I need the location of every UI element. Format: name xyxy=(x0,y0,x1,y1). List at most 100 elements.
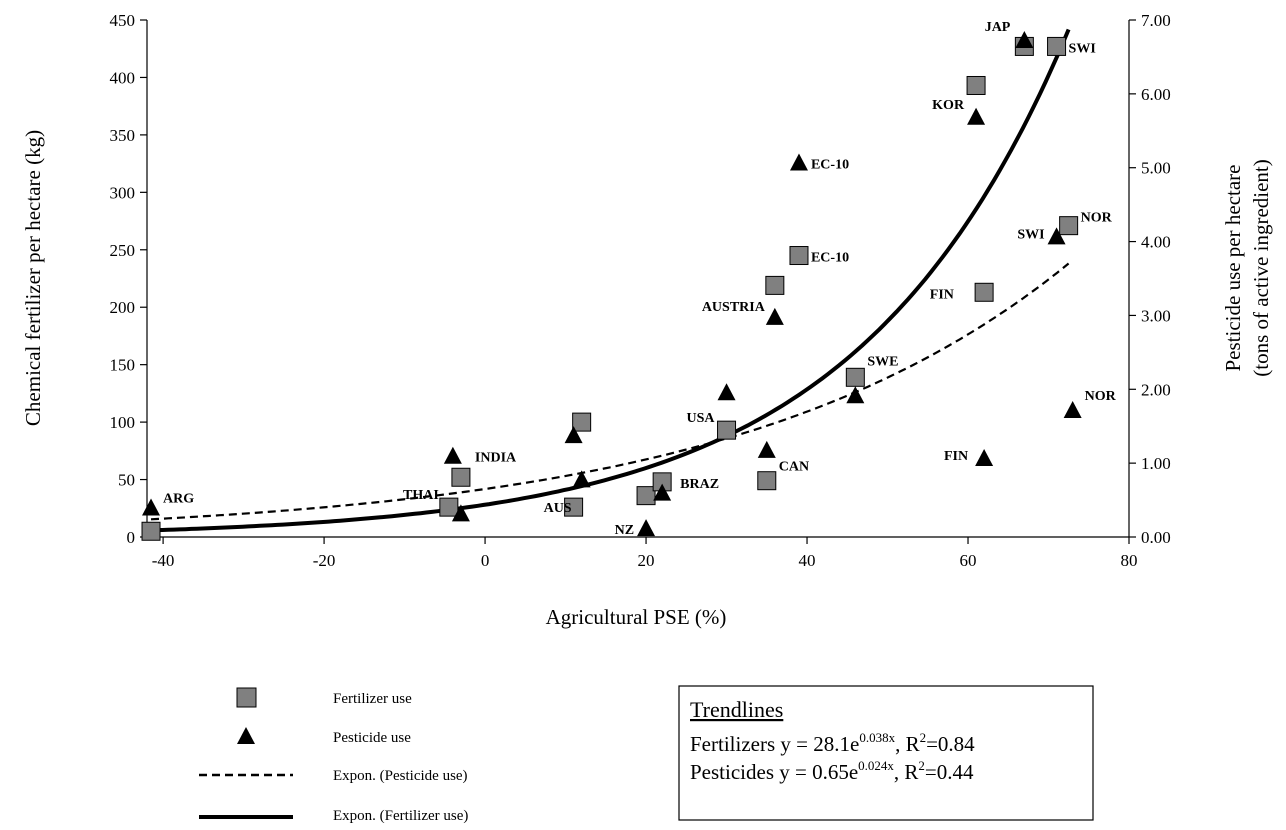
y2-tick-label: 1.00 xyxy=(1141,454,1171,473)
fertilizer-equation-r-sq: 2 xyxy=(920,730,927,745)
fertilizer-point-label: SWI xyxy=(1069,41,1096,56)
x-tick-label: -40 xyxy=(152,551,175,570)
fertilizer-trendline xyxy=(150,28,1071,533)
pesticide-trendline xyxy=(150,262,1070,521)
pesticide-point xyxy=(653,483,672,501)
x-tick-label: 80 xyxy=(1121,551,1138,570)
pesticide-point xyxy=(1063,400,1082,418)
fertilizer-point-label: NOR xyxy=(1081,211,1113,226)
pesticide-point-label: NOR xyxy=(1085,389,1117,404)
y-tick-label: 450 xyxy=(110,11,136,30)
y2-tick-label: 5.00 xyxy=(1141,159,1171,178)
pesticide-equation-r-sq: 2 xyxy=(918,758,925,773)
trendline-box: Trendlines Fertilizers y = 28.1e0.038x, … xyxy=(678,685,1094,821)
point-labels: THAI INDIA AUS BRAZ USA CAN EC-10 SWE SWI NOR ARG N… xyxy=(163,20,1117,538)
y-tick-label: 200 xyxy=(110,298,136,317)
fertilizer-point xyxy=(451,467,471,487)
fertilizer-point xyxy=(765,275,785,295)
pesticide-point-label: NZ xyxy=(615,523,634,538)
pesticide-point xyxy=(967,107,986,125)
pesticide-equation-r-value: =0.44 xyxy=(925,760,974,784)
y2-axis-title-line1: Pesticide use per hectare xyxy=(1221,165,1245,372)
y-tick-label: 50 xyxy=(118,471,135,490)
y2-tick-label: 4.00 xyxy=(1141,233,1171,252)
y2-tick-label: 2.00 xyxy=(1141,380,1171,399)
trendline-box-heading: Trendlines xyxy=(690,697,783,722)
fertilizer-equation-exponent: 0.038x xyxy=(859,730,895,745)
pesticide-point xyxy=(637,519,656,537)
pesticide-equation-base: Pesticides y = 0.65e xyxy=(690,760,858,784)
y-tick-label: 0 xyxy=(127,528,136,547)
fertilizer-equation-base: Fertilizers y = 28.1e xyxy=(690,732,859,756)
y2-tick-label: 7.00 xyxy=(1141,11,1171,30)
pesticide-point xyxy=(975,448,994,466)
x-axis-title: Agricultural PSE (%) xyxy=(546,605,727,629)
trendline-box-border xyxy=(678,685,1094,821)
pesticide-point-label: KOR xyxy=(932,98,965,113)
y-tick-label: 100 xyxy=(110,413,136,432)
legend-label-pesticide: Pesticide use xyxy=(333,730,411,746)
pesticide-point xyxy=(846,386,865,404)
fertilizer-point xyxy=(966,75,986,95)
fertilizer-point-label: AUS xyxy=(544,501,572,516)
pesticide-point-label: JAP xyxy=(985,20,1011,35)
pesticide-point xyxy=(142,498,161,516)
fertilizer-equation-r: , R xyxy=(895,732,920,756)
y-tick-label: 250 xyxy=(110,241,136,260)
pesticide-point-label: SWI xyxy=(1017,227,1044,242)
x-tick-label: 60 xyxy=(960,551,977,570)
fertilizer-equation: Fertilizers y = 28.1e0.038x, R2=0.84 xyxy=(690,730,975,756)
pesticide-point-label: FIN xyxy=(944,449,968,464)
y-tick-label: 300 xyxy=(110,183,136,202)
axes: 0501001502002503003504004500.001.002.003… xyxy=(110,11,1171,570)
pesticide-point xyxy=(451,504,470,522)
y-tick-label: 400 xyxy=(110,68,136,87)
legend-label-fertilizer-trend: Expon. (Fertilizer use) xyxy=(333,808,468,824)
y-tick-label: 350 xyxy=(110,126,136,145)
legend-square-marker xyxy=(236,687,257,708)
trendlines xyxy=(150,28,1071,533)
fertilizer-point xyxy=(789,246,809,266)
legend-label-pesticide-trend: Expon. (Pesticide use) xyxy=(333,768,468,784)
pesticide-point xyxy=(789,153,808,171)
fertilizer-point-label: INDIA xyxy=(475,450,517,465)
y2-tick-label: 0.00 xyxy=(1141,528,1171,547)
fertilizer-point xyxy=(564,497,584,517)
fertilizer-point xyxy=(845,367,865,387)
fertilizer-point xyxy=(1047,36,1067,56)
legend-triangle-marker xyxy=(237,727,255,744)
pesticide-point xyxy=(1047,227,1066,245)
pesticide-point xyxy=(757,440,776,458)
fertilizer-point-label: EC-10 xyxy=(811,251,849,266)
pesticide-point xyxy=(765,307,784,325)
data-points xyxy=(141,30,1082,541)
pesticide-point-label: AUSTRIA xyxy=(702,300,766,315)
legend-label-fertilizer: Fertilizer use xyxy=(333,691,412,707)
fertilizer-point-label: FIN xyxy=(930,287,954,302)
pesticide-equation-exponent: 0.024x xyxy=(858,758,894,773)
fertilizer-point xyxy=(1059,216,1079,236)
x-tick-label: 20 xyxy=(638,551,655,570)
fertilizer-point-label: CAN xyxy=(779,460,809,475)
fertilizer-point xyxy=(636,486,656,506)
fertilizer-point xyxy=(439,497,459,517)
y2-tick-label: 3.00 xyxy=(1141,306,1171,325)
x-tick-label: 0 xyxy=(481,551,490,570)
pesticide-point-label: ARG xyxy=(163,491,194,506)
fertilizer-point xyxy=(757,471,777,491)
fertilizer-point xyxy=(141,521,161,541)
pesticide-point xyxy=(572,470,591,488)
y-axis-title: Chemical fertilizer per hectare (kg) xyxy=(21,130,45,426)
fertilizer-point-label: BRAZ xyxy=(680,477,719,492)
pesticide-point xyxy=(717,383,736,401)
fertilizer-equation-r-value: =0.84 xyxy=(926,732,975,756)
legend: Fertilizer use Pesticide use Expon. (Pes… xyxy=(199,687,468,824)
x-tick-label: 40 xyxy=(799,551,816,570)
fertilizer-point-label: SWE xyxy=(867,354,898,369)
pesticide-equation: Pesticides y = 0.65e0.024x, R2=0.44 xyxy=(690,758,974,784)
pesticide-point xyxy=(1015,30,1034,48)
fertilizer-point xyxy=(572,412,592,432)
y2-tick-label: 6.00 xyxy=(1141,85,1171,104)
fertilizer-point xyxy=(717,420,737,440)
y-tick-label: 150 xyxy=(110,356,136,375)
